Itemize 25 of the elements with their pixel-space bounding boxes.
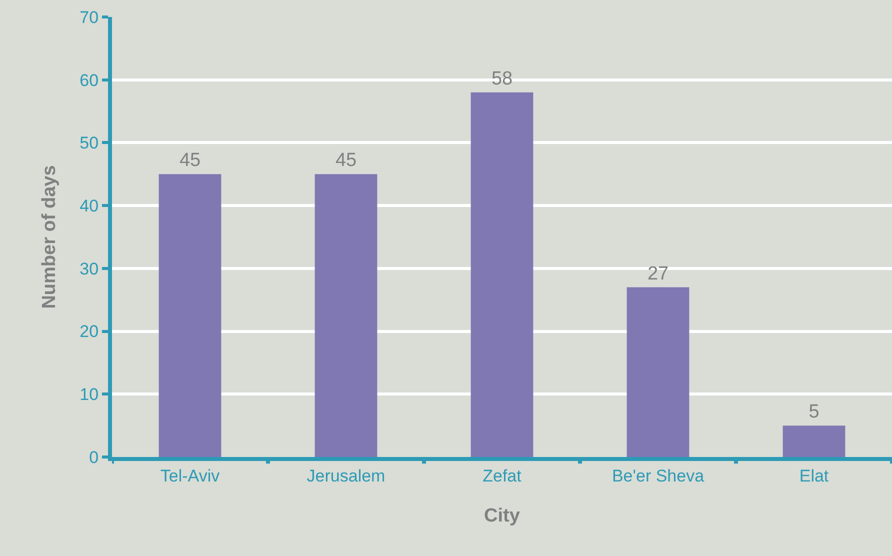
bar xyxy=(158,174,222,457)
y-axis-title: Number of days xyxy=(39,165,60,309)
y-tick-label: 0 xyxy=(89,448,99,467)
bar xyxy=(782,426,846,457)
y-tick-label: 50 xyxy=(80,134,99,153)
x-tick-label: Zefat xyxy=(482,466,522,486)
y-tick-label: 10 xyxy=(80,385,99,404)
x-axis-title: City xyxy=(484,506,520,527)
data-label: 58 xyxy=(491,68,513,90)
x-tick-label: Be'er Sheva xyxy=(612,466,705,486)
y-tick-label: 70 xyxy=(80,8,99,27)
bar xyxy=(626,287,690,457)
data-label: 45 xyxy=(335,150,357,172)
x-tick-label: Elat xyxy=(799,466,829,486)
y-tick-label: 60 xyxy=(80,70,99,90)
x-tick-label: Jerusalem xyxy=(306,466,386,486)
data-label: 5 xyxy=(808,402,820,423)
bar xyxy=(470,92,534,457)
y-tick-label: 40 xyxy=(80,196,99,216)
y-tick-label: 20 xyxy=(80,322,99,342)
y-tick-label: 30 xyxy=(80,259,99,278)
data-label: 45 xyxy=(179,150,201,172)
data-label: 27 xyxy=(647,263,669,284)
x-tick-label: Tel-Aviv xyxy=(160,466,220,486)
bar xyxy=(314,174,378,457)
